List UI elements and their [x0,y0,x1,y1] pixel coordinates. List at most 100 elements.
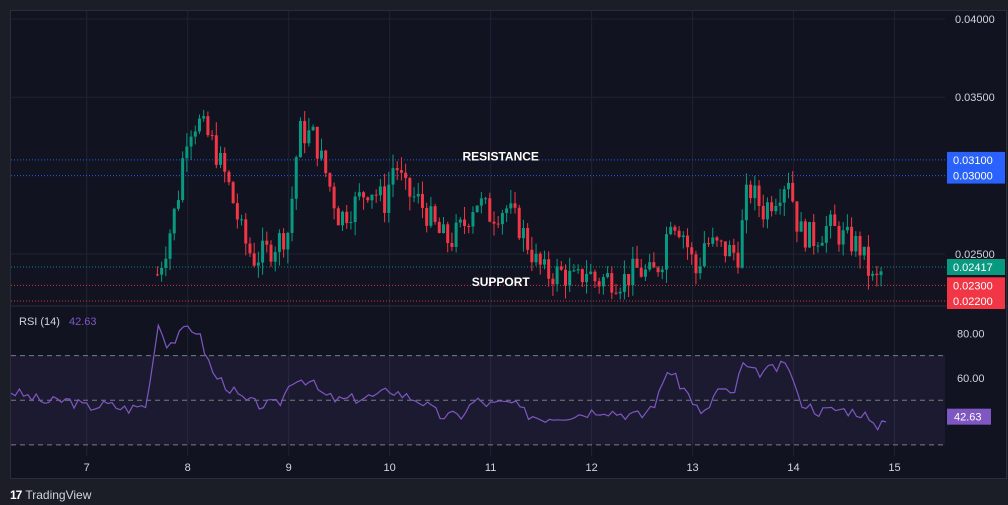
candle-body [155,274,159,276]
candle-body [235,203,239,220]
candle-body [319,150,323,159]
candle-body [467,226,471,228]
candle-body [875,273,879,275]
price-badge-label: 0.02200 [953,296,993,308]
candle-body [298,121,302,158]
candle-body [366,197,370,201]
candle-body [854,236,858,252]
candle-body [315,126,319,159]
candle-body [282,233,286,250]
y-tick-label: 0.04000 [955,14,995,26]
candle-body [538,253,542,265]
candle-body [442,224,446,234]
candle-body [845,226,849,231]
candle-body [328,173,332,187]
candle-body [484,198,488,200]
candle-body [231,182,235,204]
candle-body [702,243,706,267]
candle-body [353,196,357,222]
candle-body [791,182,795,202]
candle-body [488,198,492,222]
candle-body [871,273,875,276]
price-badge-label: 0.02417 [953,262,993,274]
candle-body [858,236,862,256]
candle-body [555,266,559,285]
candle-body [509,203,513,209]
price-badge [947,277,1005,294]
candle-body [517,207,521,239]
candle-body [471,212,475,227]
candle-body [728,245,732,257]
candle-body [740,220,744,268]
candle-body [816,245,820,247]
candle-body [294,157,298,199]
candle-body [694,254,698,274]
price-chart-svg[interactable]: RESISTANCE SUPPORT 7 8 9 10 11 12 13 14 15 0.04000… [11,11,1008,480]
x-tick-label: 8 [185,462,191,474]
candle-body [774,205,778,212]
candle-body [639,267,643,277]
chart-frame[interactable]: RESISTANCE SUPPORT 7 8 9 10 11 12 13 14 15 0.04000… [10,10,1008,480]
candle-body [412,196,416,198]
candle-body [782,189,786,203]
candle-body [660,269,664,273]
candle-body [450,242,454,247]
candle-body [458,219,462,223]
candle-body [795,201,799,232]
candle-body [273,252,277,262]
candle-body [711,237,715,244]
candle-body [374,194,378,196]
candle-body [399,170,403,173]
candle-body [761,205,765,220]
candle-body [879,271,883,275]
candle-body [841,230,845,245]
candle-body [357,192,361,197]
candle-body [622,273,626,292]
candle-body [614,292,618,294]
candle-body [681,235,685,238]
candle-body [290,198,294,233]
candle-body [812,222,816,247]
candle-body [673,226,677,231]
candle-body [635,258,639,268]
candle-body [690,247,694,255]
price-badge [947,151,1005,168]
chart-annotation: RESISTANCE [462,150,538,164]
price-badge-label: 0.02300 [953,280,993,292]
candle-body [652,262,656,268]
candle-body [732,245,736,253]
candle-body [345,211,349,224]
candle-body [572,270,576,272]
candle-body [475,205,479,213]
candle-body [505,208,509,214]
tradingview-brand: TradingView [25,488,92,502]
x-tick-label: 14 [787,462,799,474]
candle-body [223,152,227,172]
price-badge [947,293,1005,309]
candle-body [677,230,681,238]
candle-body [437,221,441,234]
candle-body [214,135,218,165]
candle-body [378,186,382,196]
candle-body [248,243,252,254]
candle-body [837,225,841,245]
candle-body [168,233,172,259]
x-tick-label: 13 [686,462,698,474]
candle-body [765,202,769,220]
rsi-y-tick-label: 80.00 [957,328,985,340]
candle-body [210,135,214,137]
candle-body [534,253,538,263]
x-tick-label: 7 [84,462,90,474]
candle-body [404,172,408,179]
candle-body [686,235,690,248]
rsi-line [11,323,887,432]
rsi-title: RSI (14) [19,316,60,328]
candle-body [530,249,534,263]
candle-body [420,193,424,208]
candle-body [349,221,353,224]
price-badge [947,258,1005,275]
candle-body [589,271,593,274]
candle-body [307,130,311,144]
candle-body [240,219,244,221]
candle-body [656,267,660,273]
